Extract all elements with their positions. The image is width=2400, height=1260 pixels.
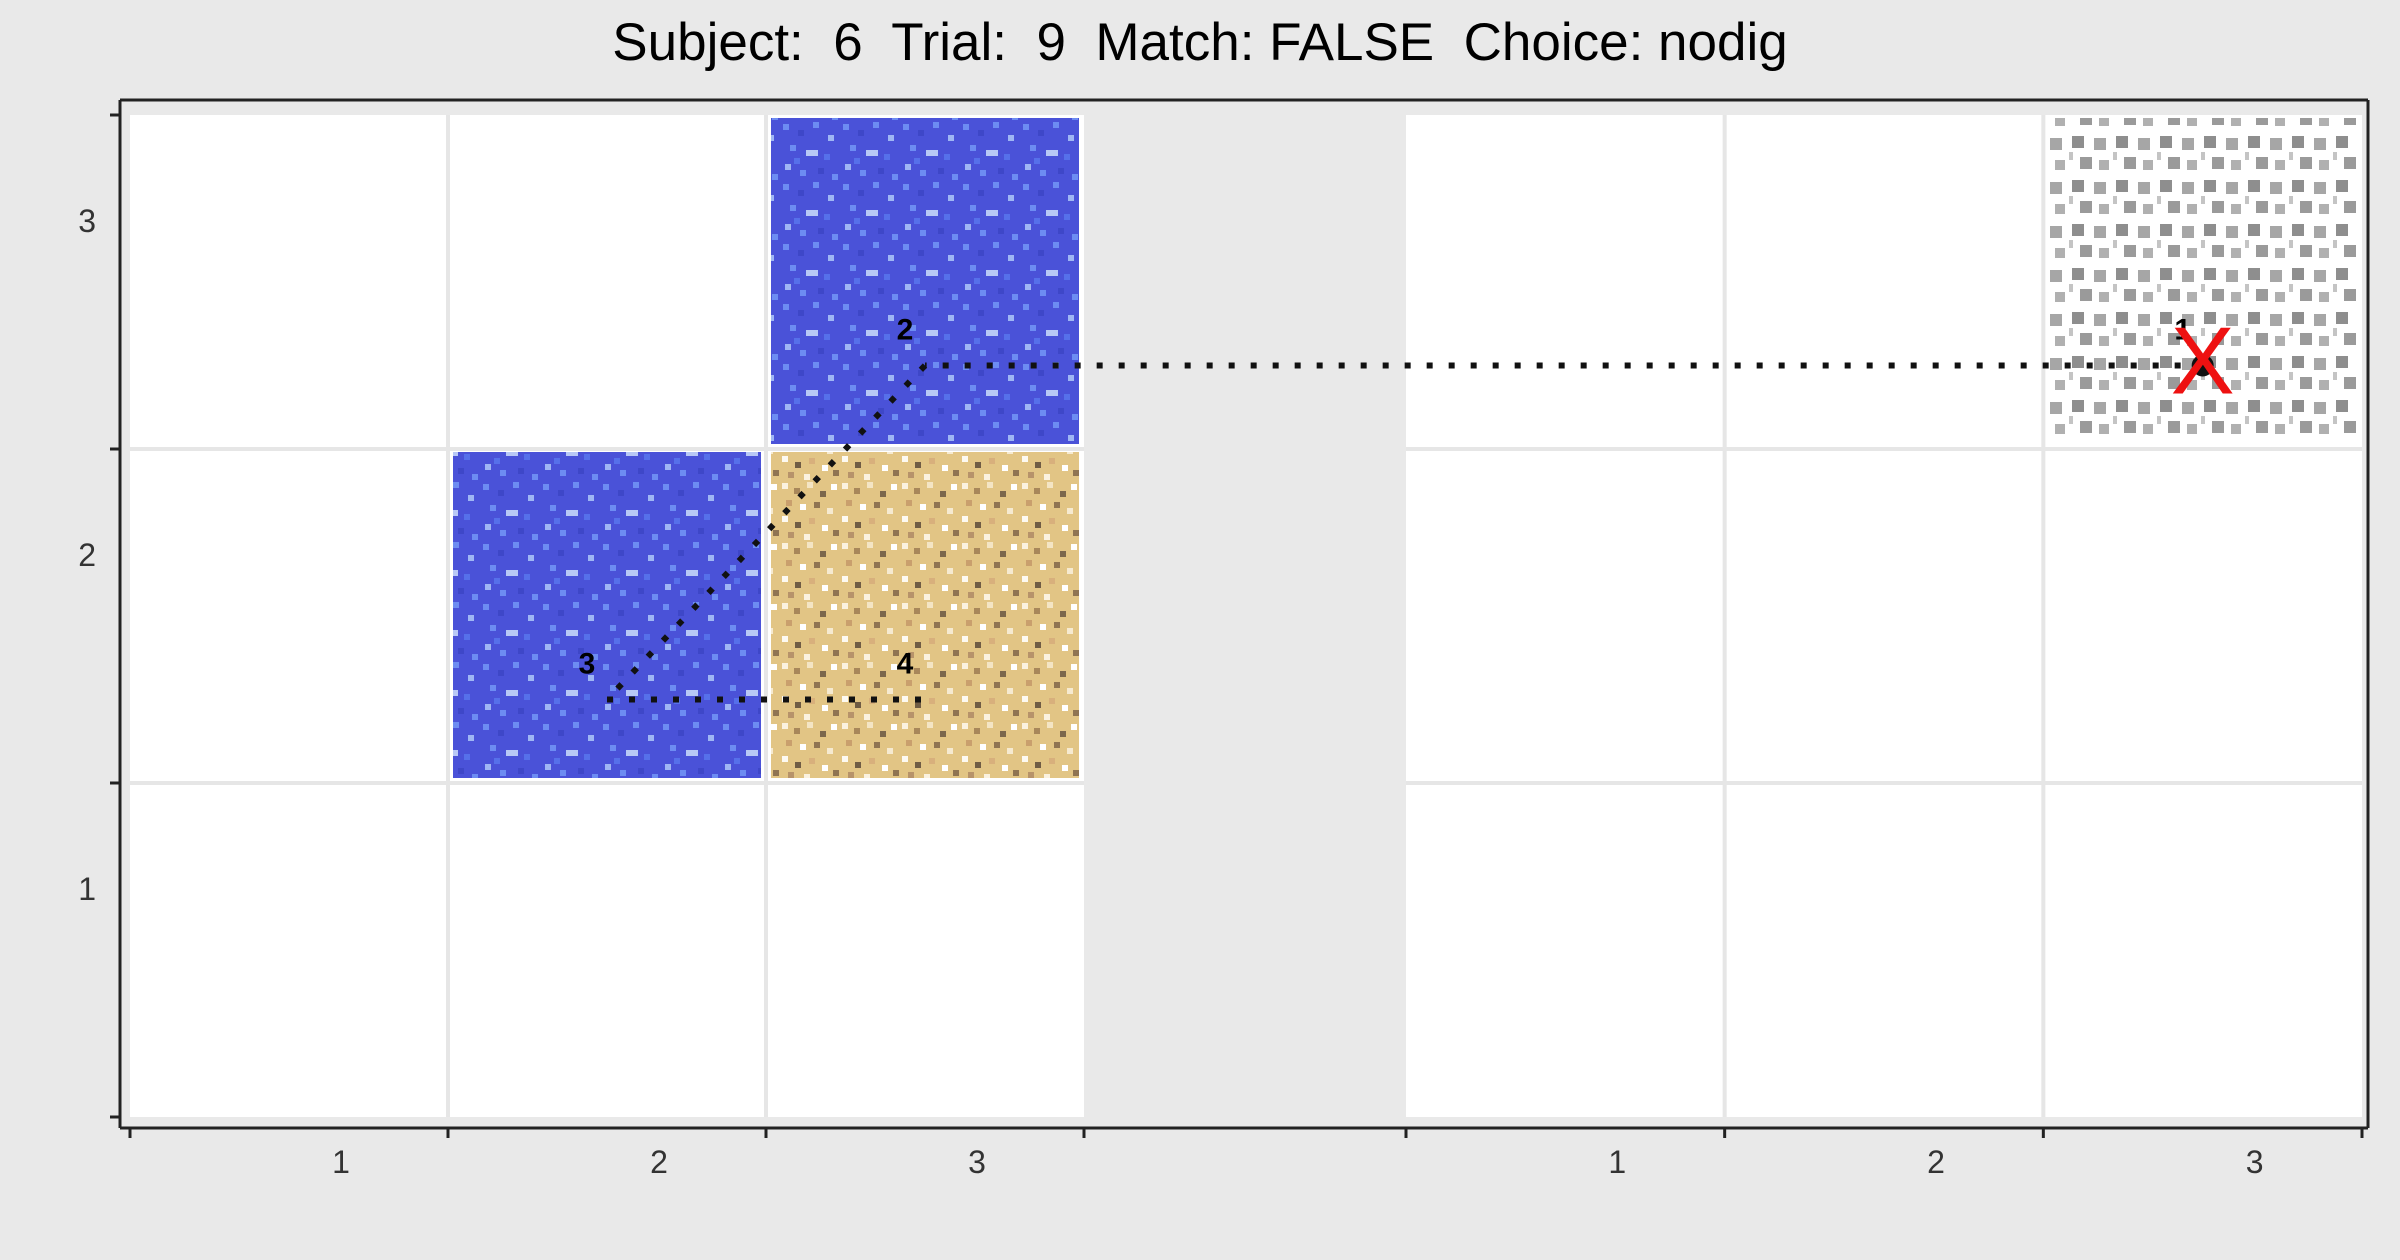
marker-dot — [2191, 354, 2214, 377]
y-tick-label: 2 — [78, 537, 96, 573]
step-label-3: 3 — [579, 648, 596, 681]
x-tick-label: 3 — [2246, 1144, 2264, 1180]
tile-water — [771, 118, 1079, 444]
plot-area — [130, 115, 2362, 1117]
x-tick-label: 2 — [1927, 1144, 1945, 1180]
path-layer: 1 2 3 4 X — [579, 308, 2235, 703]
x-tick-label: 1 — [332, 1144, 350, 1180]
x-tick-label: 2 — [650, 1144, 668, 1180]
tile-sand — [771, 452, 1079, 778]
y-tick-label: 1 — [78, 871, 96, 907]
axes: 1 2 3 1 2 3 1 2 3 — [78, 98, 2370, 1180]
marker-x: X — [2171, 308, 2235, 415]
y-tick-label: 3 — [78, 203, 96, 239]
x-tick-label: 1 — [1608, 1144, 1626, 1180]
chart-title: Subject: 6 Trial: 9 Match: FALSE Choice:… — [612, 13, 1787, 72]
tile-stone — [2048, 118, 2357, 444]
step-label-1: 1 — [2174, 314, 2191, 347]
x-tick-label: 3 — [968, 1144, 986, 1180]
tile-water — [453, 452, 761, 778]
step-label-2: 2 — [897, 314, 914, 347]
step-label-4: 4 — [897, 648, 914, 681]
